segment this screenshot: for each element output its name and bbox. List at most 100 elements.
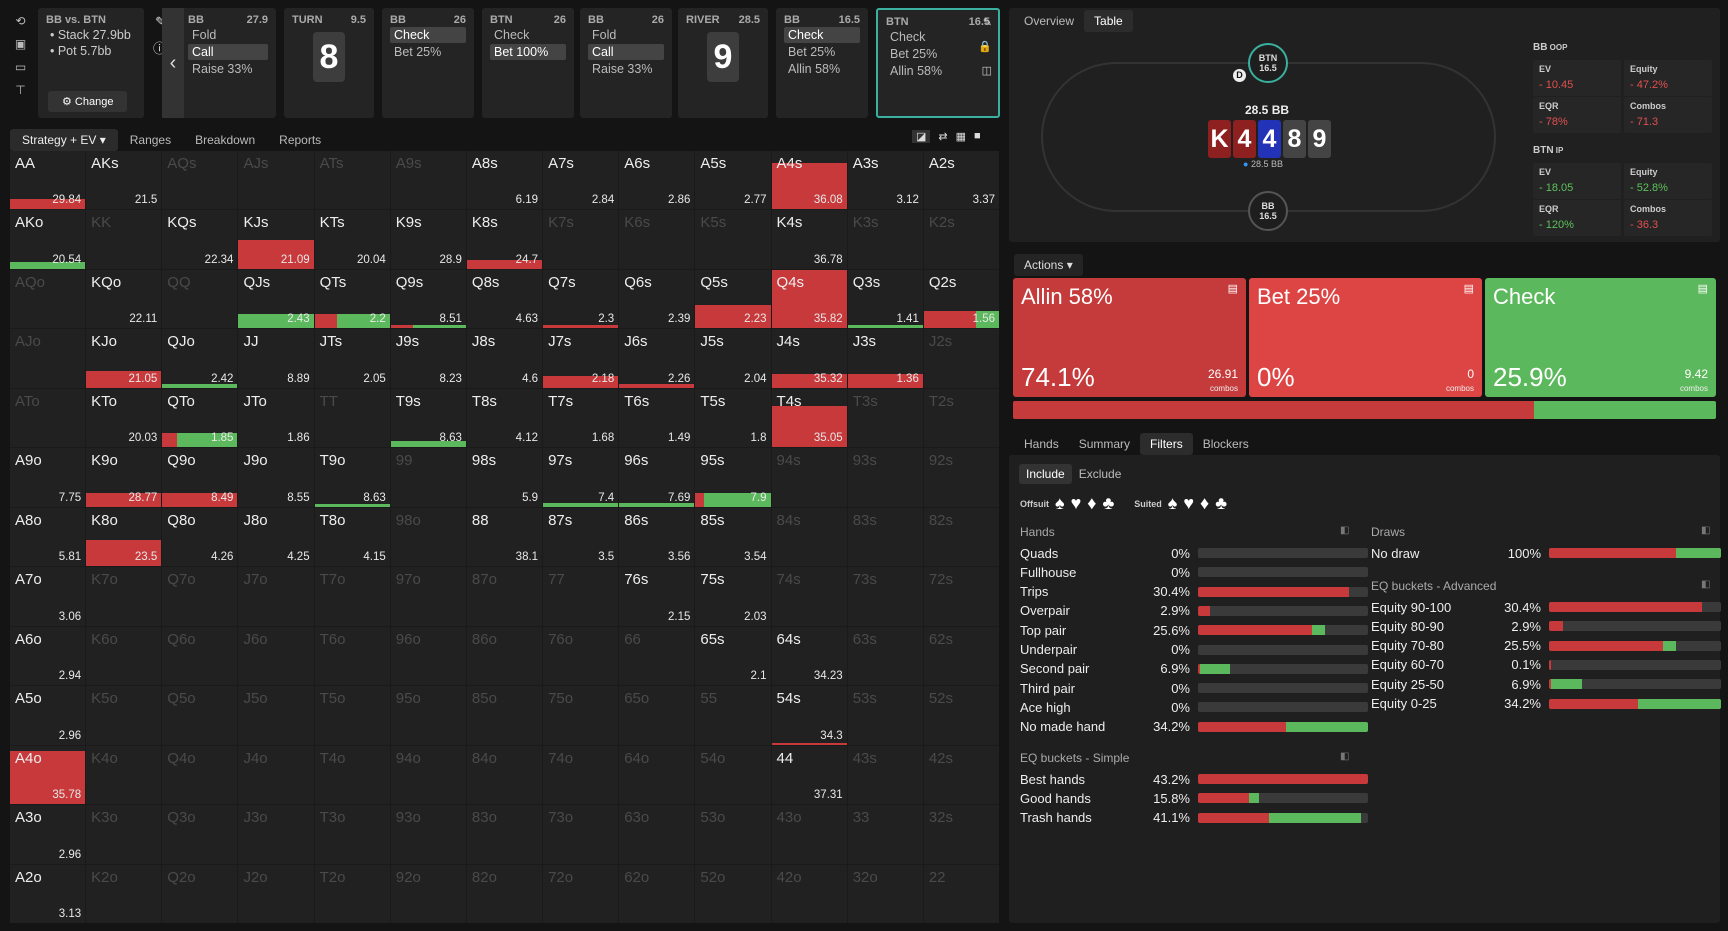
tab-ranges[interactable]: Ranges — [129, 133, 172, 147]
hand-cell[interactable]: KTo 20.03 — [86, 388, 162, 448]
hand-cell[interactable]: K3s — [847, 210, 923, 269]
hand-cell[interactable]: J3o — [238, 805, 314, 864]
hand-cell[interactable]: 64s 34.23 — [771, 626, 847, 686]
hand-cell[interactable]: 42s — [923, 745, 999, 805]
hand-cell[interactable]: Q7s 2.3 — [543, 269, 619, 329]
spot-action[interactable]: Call — [588, 44, 664, 60]
filter-row[interactable]: Good hands 15.8% — [1020, 789, 1368, 807]
filter-row[interactable]: Overpair 2.9% — [1020, 602, 1368, 620]
hand-cell[interactable]: K7s — [543, 210, 619, 269]
hand-cell[interactable]: J7o — [238, 567, 314, 626]
hand-cell[interactable]: 74s — [771, 567, 847, 626]
spot-action[interactable]: Bet 25% — [788, 45, 836, 59]
hand-cell[interactable]: J5s 2.04 — [695, 329, 771, 388]
hand-cell[interactable]: 96s 7.69 — [619, 448, 695, 507]
hand-cell[interactable]: QTs 2.2 — [314, 269, 390, 329]
hand-cell[interactable]: K8o 23.5 — [86, 507, 162, 567]
suited-spade-icon[interactable]: ♠ — [1167, 493, 1178, 513]
filter-row[interactable]: Underpair 0% — [1020, 641, 1368, 659]
hand-cell[interactable]: ATs — [314, 151, 390, 210]
spot-action[interactable]: Check — [890, 30, 926, 44]
hand-cell[interactable]: 73s — [847, 567, 923, 626]
hand-cell[interactable]: 99 — [390, 448, 466, 507]
hand-cell[interactable]: 88 38.1 — [466, 507, 543, 567]
hand-cell[interactable]: Q9s 8.51 — [390, 269, 466, 329]
hand-cell[interactable]: K4o — [86, 745, 162, 805]
hand-cell[interactable]: A8s 6.19 — [466, 151, 543, 210]
hand-cell[interactable]: Q2s 1.56 — [923, 269, 999, 329]
hand-cell[interactable]: Q6s 2.39 — [619, 269, 695, 329]
hand-cell[interactable]: JJ 8.89 — [238, 329, 314, 388]
tab-table[interactable]: Table — [1084, 10, 1133, 32]
hand-cell[interactable]: 65o — [619, 686, 695, 745]
hand-cell[interactable]: K4s 36.78 — [771, 210, 847, 269]
hand-cell[interactable]: T9o 8.63 — [314, 448, 390, 507]
include-button[interactable]: Include — [1019, 464, 1072, 484]
hand-cell[interactable]: 42o — [771, 864, 847, 923]
hand-cell[interactable]: 64o — [619, 745, 695, 805]
hand-cell[interactable]: 33 — [847, 805, 923, 864]
filter-row[interactable]: Equity 90-100 30.4% — [1371, 598, 1721, 616]
hand-cell[interactable]: T6o — [314, 626, 390, 686]
hand-cell[interactable]: 87s 3.5 — [543, 507, 619, 567]
hand-cell[interactable]: A6o 2.94 — [10, 626, 86, 686]
hand-cell[interactable]: 84s — [771, 507, 847, 567]
hand-cell[interactable]: K9s 28.9 — [390, 210, 466, 269]
filter-row[interactable]: No draw 100% — [1371, 544, 1721, 562]
hand-cell[interactable]: 54o — [695, 745, 771, 805]
actions-dropdown[interactable]: Actions ▾ — [1014, 254, 1083, 276]
hand-cell[interactable]: 85o — [466, 686, 543, 745]
view-compare-icon[interactable]: ⇄ — [938, 131, 948, 143]
hand-cell[interactable]: 53s — [847, 686, 923, 745]
hand-cell[interactable]: AQs — [162, 151, 238, 210]
collapse-icon[interactable]: ◧ — [1701, 525, 1711, 536]
hand-cell[interactable]: 62o — [619, 864, 695, 923]
suited-club-icon[interactable]: ♣ — [1215, 493, 1228, 513]
hand-cell[interactable]: A7o 3.06 — [10, 567, 86, 626]
change-button[interactable]: ⚙ Change — [48, 91, 128, 112]
hand-cell[interactable]: 72s — [923, 567, 999, 626]
hand-cell[interactable]: K8s 24.7 — [466, 210, 543, 269]
spot-action[interactable]: Call — [188, 44, 268, 60]
tab-overview[interactable]: Overview — [1024, 14, 1075, 28]
spot-panel[interactable]: BTN 26 Check Bet 100% — [482, 8, 574, 118]
diamond-icon[interactable]: ♦ — [1087, 493, 1097, 513]
hand-cell[interactable]: T2o — [314, 864, 390, 923]
hand-cell[interactable]: T6s 1.49 — [619, 388, 695, 448]
hand-cell[interactable]: K9o 28.77 — [86, 448, 162, 507]
hand-cell[interactable]: 52o — [695, 864, 771, 923]
expand-icon[interactable]: ▤ — [1463, 283, 1474, 295]
spot-action[interactable]: Bet 100% — [490, 44, 566, 60]
hand-cell[interactable]: 32o — [847, 864, 923, 923]
hand-cell[interactable]: 52s — [923, 686, 999, 745]
hand-cell[interactable]: 53o — [695, 805, 771, 864]
filter-row[interactable]: Ace high 0% — [1020, 698, 1368, 716]
back-arrow-icon[interactable]: ‹ — [162, 8, 184, 118]
spot-action[interactable]: Fold — [592, 28, 617, 42]
hand-cell[interactable]: J6s 2.26 — [619, 329, 695, 388]
hand-cell[interactable]: Q7o — [162, 567, 238, 626]
hand-cell[interactable]: 94s — [771, 448, 847, 507]
hand-cell[interactable]: JTs 2.05 — [314, 329, 390, 388]
hand-cell[interactable]: Q9o 8.49 — [162, 448, 238, 507]
collapse-icon[interactable]: ◧ — [1340, 525, 1350, 536]
hand-cell[interactable]: A5o 2.96 — [10, 686, 86, 745]
hand-cell[interactable]: A9o 7.75 — [10, 448, 86, 507]
tab-breakdown[interactable]: Breakdown — [195, 133, 256, 147]
hand-cell[interactable]: 97s 7.4 — [543, 448, 619, 507]
view-full-icon[interactable]: ■ — [974, 130, 981, 142]
hand-cell[interactable]: AA 29.84 — [10, 151, 86, 210]
spot-action[interactable]: Check — [390, 27, 466, 43]
hand-cell[interactable]: 96o — [390, 626, 466, 686]
filter-row[interactable]: No made hand 34.2% — [1020, 718, 1368, 736]
hand-cell[interactable]: K7o — [86, 567, 162, 626]
hand-cell[interactable]: 73o — [543, 805, 619, 864]
hand-cell[interactable]: 92s — [923, 448, 999, 507]
tab-blockers[interactable]: Blockers — [1202, 437, 1249, 451]
hand-cell[interactable]: 86o — [466, 626, 543, 686]
hand-cell[interactable]: 72o — [543, 864, 619, 923]
filter-row[interactable]: Equity 80-90 2.9% — [1371, 617, 1721, 635]
hand-cell[interactable]: 97o — [390, 567, 466, 626]
tab-hands[interactable]: Hands — [1024, 437, 1059, 451]
spot-panel[interactable]: BB 26 Fold Call Raise 33% — [580, 8, 672, 118]
